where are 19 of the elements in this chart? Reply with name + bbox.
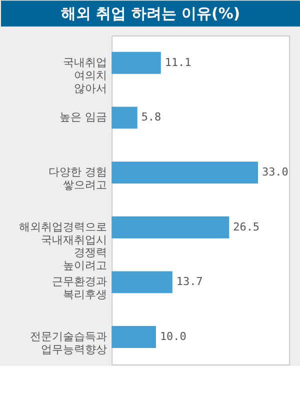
y-tick-label: 전문기술습득과 업무능력향상 bbox=[30, 330, 108, 356]
y-tick-label: 다양한 경험 쌓으려고 bbox=[48, 166, 108, 192]
bar bbox=[112, 271, 172, 294]
data-label: 10.0 bbox=[160, 330, 186, 343]
chart-title: 해외 취업 하려는 이유(%) bbox=[60, 4, 240, 23]
y-tick-label: 근무환경과 복리후생 bbox=[52, 275, 108, 302]
data-label: 5.8 bbox=[141, 110, 162, 124]
data-label: 11.1 bbox=[164, 56, 192, 69]
data-label: 26.5 bbox=[233, 220, 260, 234]
bar bbox=[112, 326, 156, 348]
data-label: 13.7 bbox=[176, 275, 203, 288]
y-tick-label: 높은 임금 bbox=[60, 110, 108, 124]
bar bbox=[112, 216, 230, 238]
bar bbox=[112, 106, 138, 129]
bar bbox=[112, 162, 258, 184]
data-label: 33.0 bbox=[262, 166, 288, 179]
y-tick-label: 국내취업 여의치 않아서 bbox=[63, 56, 108, 95]
bar bbox=[112, 52, 161, 74]
y-tick-label: 해외취업경력으로 국내재취업시 경쟁력 높이려고 bbox=[19, 220, 108, 272]
